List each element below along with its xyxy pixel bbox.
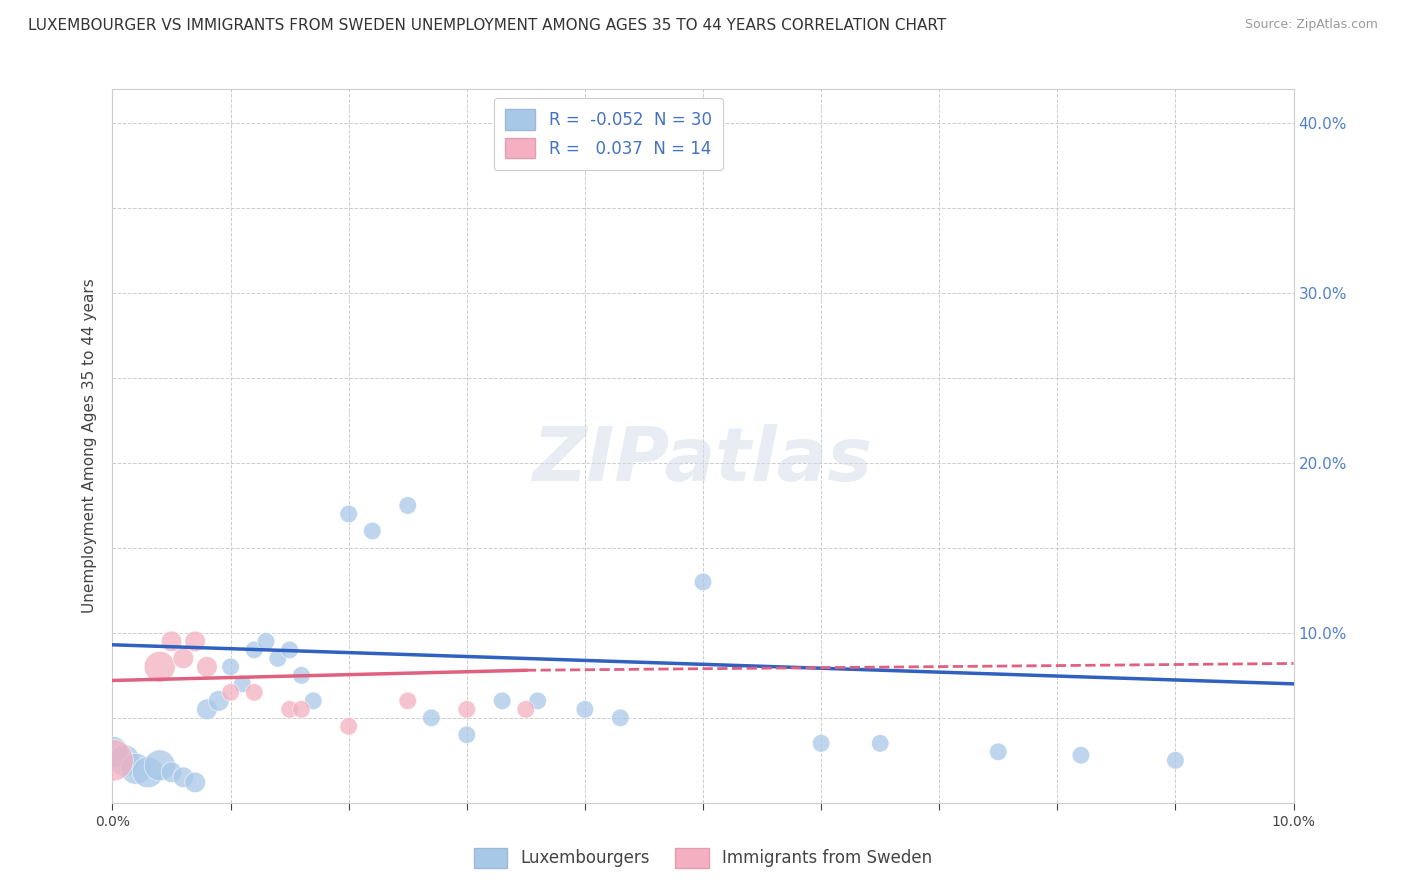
Legend: R =  -0.052  N = 30, R =   0.037  N = 14: R = -0.052 N = 30, R = 0.037 N = 14 [494, 97, 723, 169]
Point [290, 702, 312, 716]
Point [101, 753, 124, 767]
Point [526, 694, 548, 708]
Point [231, 677, 253, 691]
Point [278, 702, 301, 716]
Point [243, 685, 266, 699]
Point [125, 762, 148, 776]
Point [149, 660, 172, 674]
Point [267, 651, 290, 665]
Text: LUXEMBOURGER VS IMMIGRANTS FROM SWEDEN UNEMPLOYMENT AMONG AGES 35 TO 44 YEARS CO: LUXEMBOURGER VS IMMIGRANTS FROM SWEDEN U… [28, 18, 946, 33]
Point [810, 736, 832, 750]
Point [208, 694, 231, 708]
Point [1070, 748, 1092, 763]
Legend: Luxembourgers, Immigrants from Sweden: Luxembourgers, Immigrants from Sweden [467, 841, 939, 875]
Point [609, 711, 631, 725]
Point [136, 765, 159, 780]
Point [160, 765, 183, 780]
Y-axis label: Unemployment Among Ages 35 to 44 years: Unemployment Among Ages 35 to 44 years [82, 278, 97, 614]
Point [491, 694, 513, 708]
Text: ZIPatlas: ZIPatlas [533, 424, 873, 497]
Point [337, 719, 360, 733]
Point [692, 574, 714, 589]
Point [574, 702, 596, 716]
Point [219, 685, 242, 699]
Point [1164, 753, 1187, 767]
Point [337, 507, 360, 521]
Point [278, 643, 301, 657]
Point [456, 728, 478, 742]
Point [361, 524, 384, 538]
Point [101, 745, 124, 759]
Point [869, 736, 891, 750]
Point [184, 634, 207, 648]
Text: Source: ZipAtlas.com: Source: ZipAtlas.com [1244, 18, 1378, 31]
Point [420, 711, 443, 725]
Point [172, 651, 194, 665]
Point [302, 694, 325, 708]
Point [396, 499, 419, 513]
Point [219, 660, 242, 674]
Point [112, 753, 135, 767]
Point [195, 702, 218, 716]
Point [987, 745, 1010, 759]
Point [172, 770, 194, 784]
Point [195, 660, 218, 674]
Point [149, 758, 172, 772]
Point [254, 634, 277, 648]
Point [184, 775, 207, 789]
Point [160, 634, 183, 648]
Point [456, 702, 478, 716]
Point [290, 668, 312, 682]
Point [243, 643, 266, 657]
Point [396, 694, 419, 708]
Point [515, 702, 537, 716]
